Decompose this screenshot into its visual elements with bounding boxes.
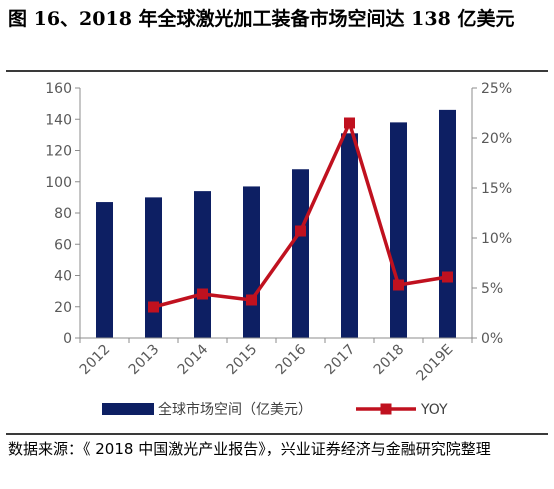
legend-line-label: YOY — [420, 402, 448, 418]
legend-bar-swatch — [102, 403, 154, 415]
bar-2013 — [145, 197, 162, 338]
x-tick-label: 2018 — [371, 342, 408, 379]
legend-bar-label: 全球市场空间（亿美元） — [158, 401, 312, 418]
right-tick-label: 20% — [481, 131, 512, 147]
title-divider — [6, 70, 548, 72]
bar-2015 — [243, 186, 260, 338]
x-tick-label: 2012 — [77, 342, 114, 379]
right-tick-label: 25% — [481, 81, 512, 97]
right-tick-label: 10% — [481, 231, 512, 247]
right-tick-label: 0% — [481, 331, 503, 347]
source-note: 数据来源：《 2018 中国激光产业报告》，兴业证券经济与金融研究院整理 — [8, 440, 491, 458]
figure-title: 图 16、2018 年全球激光加工装备市场空间达 138 亿美元 — [8, 8, 515, 30]
yoy-marker-2018 — [393, 279, 404, 291]
yoy-marker-2019E — [442, 271, 453, 283]
yoy-marker-2016 — [295, 225, 306, 237]
legend: 全球市场空间（亿美元） YOY — [102, 401, 448, 418]
bar-2012 — [96, 202, 113, 338]
bar-2016 — [292, 169, 309, 338]
yoy-marker-2015 — [246, 294, 257, 306]
source-divider — [6, 433, 548, 435]
bar-2017 — [341, 133, 358, 338]
x-tick-label: 2016 — [273, 341, 310, 378]
right-tick-label: 15% — [481, 181, 512, 197]
bar-2018 — [390, 122, 407, 338]
left-tick-label: 20 — [54, 300, 72, 316]
left-tick-label: 100 — [45, 175, 72, 191]
yoy-marker-2017 — [344, 117, 355, 129]
left-tick-label: 60 — [54, 237, 72, 253]
x-tick-label: 2019E — [414, 342, 457, 385]
x-tick-label: 2017 — [322, 342, 359, 379]
left-tick-label: 40 — [54, 269, 72, 285]
right-tick-label: 5% — [481, 281, 503, 297]
x-tick-label: 2013 — [126, 342, 163, 379]
legend-line-marker — [380, 403, 392, 415]
x-tick-label: 2014 — [175, 341, 212, 378]
left-tick-label: 120 — [45, 144, 72, 160]
left-tick-label: 80 — [54, 206, 72, 222]
yoy-marker-2013 — [148, 301, 159, 313]
bar-2014 — [194, 191, 211, 338]
left-tick-label: 0 — [63, 331, 72, 347]
left-tick-label: 140 — [45, 112, 72, 128]
x-tick-label: 2015 — [224, 342, 261, 379]
yoy-marker-2014 — [197, 288, 208, 300]
left-tick-label: 160 — [45, 81, 72, 97]
line-series — [148, 117, 453, 313]
bar-2019E — [439, 109, 456, 338]
